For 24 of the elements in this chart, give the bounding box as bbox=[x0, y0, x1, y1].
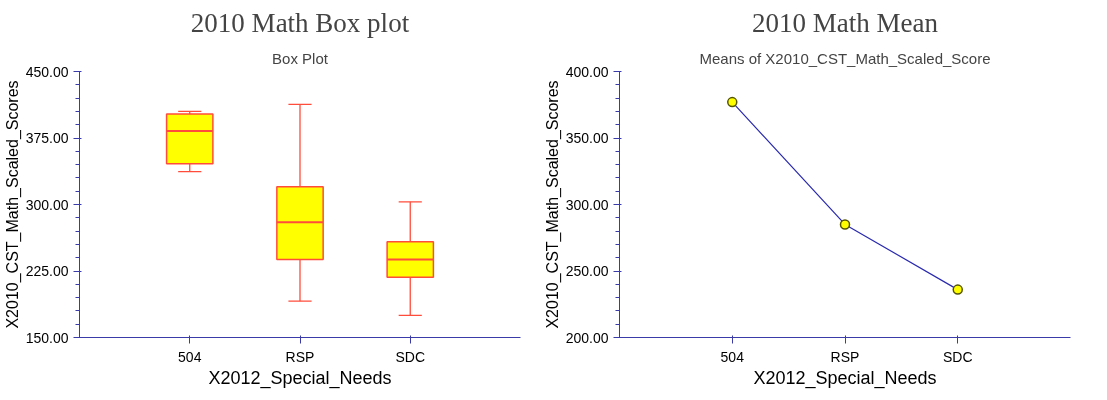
chart-title: 2010 Math Mean bbox=[752, 7, 939, 38]
chart-subtitle: Means of X2010_CST_Math_Scaled_Score bbox=[699, 49, 991, 67]
x-tick-label: 504 bbox=[720, 348, 745, 365]
y-tick-label: 225.00 bbox=[25, 263, 69, 279]
y-tick-label: 350.00 bbox=[565, 130, 609, 146]
y-tick-label: 400.00 bbox=[565, 63, 609, 80]
x-axis-title: X2012_Special_Needs bbox=[208, 367, 392, 389]
y-tick-label: 150.00 bbox=[25, 329, 69, 346]
y-tick-label: 450.00 bbox=[25, 63, 69, 80]
x-tick-label: 504 bbox=[178, 348, 202, 365]
x-tick-label: RSP bbox=[285, 348, 315, 365]
chart-subtitle: Box Plot bbox=[272, 49, 329, 67]
y-tick-label: 375.00 bbox=[25, 130, 69, 146]
y-tick-label: 250.00 bbox=[565, 263, 609, 279]
y-axis-title: X2010_CST_Math_Scaled_Scores bbox=[543, 80, 562, 329]
y-tick-label: 300.00 bbox=[25, 196, 69, 213]
y-tick-label: 200.00 bbox=[565, 329, 609, 346]
x-tick-label: SDC bbox=[395, 348, 426, 365]
x-tick-label: RSP bbox=[830, 348, 860, 365]
y-axis-title: X2010_CST_Math_Scaled_Scores bbox=[3, 80, 22, 329]
x-axis-title: X2012_Special_Needs bbox=[753, 367, 937, 389]
x-tick-label: SDC bbox=[942, 348, 973, 365]
y-tick-label: 300.00 bbox=[565, 196, 609, 213]
chart-title: 2010 Math Box plot bbox=[190, 7, 410, 38]
